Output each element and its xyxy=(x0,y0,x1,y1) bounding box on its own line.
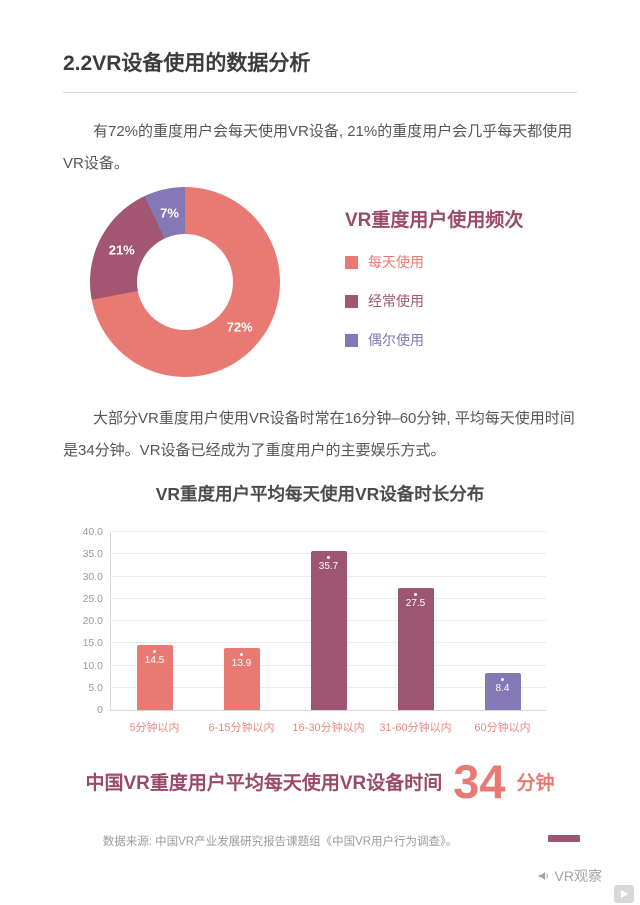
y-axis-tick-label: 15.0 xyxy=(82,637,103,650)
x-axis-category-label: 60分钟以内 xyxy=(474,722,531,734)
bar-marker-dot xyxy=(414,592,417,596)
bar-value-label: 14.5 xyxy=(144,655,165,667)
bar-marker-dot xyxy=(327,556,330,560)
bar: 27.5 xyxy=(397,587,434,710)
paragraph-1: 有72%的重度用户会每天使用VR设备, 21%的重度用户会几乎每天都使用VR设备… xyxy=(63,123,573,172)
highlight-statement: 中国VR重度用户平均每天使用VR设备时间 34 分钟 xyxy=(0,752,640,810)
corner-logo xyxy=(614,885,634,903)
legend-label: 每天使用 xyxy=(368,254,424,270)
y-axis-tick-label: 0 xyxy=(97,704,103,716)
legend-swatch xyxy=(345,255,358,269)
bar: 8.4 xyxy=(484,672,521,710)
donut-legend: 每天使用经常使用偶尔使用 xyxy=(345,252,424,369)
donut-slice-label: 21% xyxy=(108,242,135,258)
highlight-unit: 分钟 xyxy=(516,772,555,794)
y-axis-tick-label: 20.0 xyxy=(82,615,103,627)
bar-marker-dot xyxy=(501,677,504,681)
donut-chart: 72% 21% 7% xyxy=(90,187,280,377)
y-axis-tick-label: 10.0 xyxy=(82,659,103,672)
bar: 13.9 xyxy=(223,648,260,710)
bar: 35.7 xyxy=(310,551,347,710)
bar: 14.5 xyxy=(136,645,173,710)
brand-watermark: VR观察 xyxy=(537,866,602,886)
x-axis-category-label: 5分钟以内 xyxy=(129,722,180,734)
bar-chart-title: VR重度用户平均每天使用VR设备时长分布 xyxy=(155,484,485,504)
donut-slice-label: 7% xyxy=(160,205,179,221)
donut-chart-title: VR重度用户使用频次 xyxy=(345,210,524,231)
paragraph-2: 大部分VR重度用户使用VR设备时常在16分钟–60分钟, 平均每天使用时间是34… xyxy=(63,410,575,459)
bar-chart: 0 5.0 10.0 15.0 20.0 25.0 30.0 35.0 40.0 14.5 5分钟以… xyxy=(83,526,546,734)
brand-name: VR观察 xyxy=(554,868,602,884)
gridline xyxy=(111,531,546,532)
highlight-text: 中国VR重度用户平均每天使用VR设备时间 xyxy=(85,772,443,794)
donut-hole xyxy=(137,234,233,330)
y-axis-tick-label: 35.0 xyxy=(82,548,103,561)
bar-marker-dot xyxy=(153,650,156,654)
highlight-value: 34 xyxy=(453,754,506,808)
donut-slice-label: 72% xyxy=(226,319,253,335)
legend-item: 经常使用 xyxy=(345,291,424,311)
x-axis-category-label: 31-60分钟以内 xyxy=(379,722,452,734)
y-axis-tick-label: 5.0 xyxy=(88,681,103,694)
bar-value-label: 8.4 xyxy=(495,682,510,694)
legend-item: 每天使用 xyxy=(345,252,424,272)
bar-value-label: 13.9 xyxy=(231,658,252,670)
x-axis-category-label: 6-15分钟以内 xyxy=(208,722,275,734)
legend-swatch xyxy=(345,294,358,308)
legend-swatch xyxy=(345,333,358,347)
decorative-dash xyxy=(548,835,580,842)
megaphone-icon xyxy=(538,871,548,881)
y-axis-tick-label: 40.0 xyxy=(82,526,103,538)
bar-value-label: 35.7 xyxy=(318,561,339,573)
bar-marker-dot xyxy=(240,653,243,657)
page-title: 2.2VR设备使用的数据分析 xyxy=(63,50,577,93)
data-source-note: 数据来源: 中国VR产业发展研究报告课题组《中国VR用户行为调查》。 xyxy=(102,836,458,848)
bar-value-label: 27.5 xyxy=(405,597,426,609)
y-axis-tick-label: 30.0 xyxy=(82,570,103,583)
legend-label: 偶尔使用 xyxy=(368,332,424,348)
legend-item: 偶尔使用 xyxy=(345,330,424,350)
legend-label: 经常使用 xyxy=(368,293,424,309)
x-axis-category-label: 16-30分钟以内 xyxy=(292,722,365,734)
y-axis-tick-label: 25.0 xyxy=(82,592,103,605)
